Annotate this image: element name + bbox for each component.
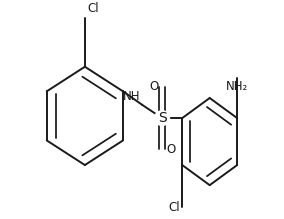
Text: O: O [167,143,176,156]
Text: O: O [149,80,158,93]
Text: NH₂: NH₂ [226,80,248,93]
Text: NH: NH [122,90,140,102]
Circle shape [155,111,170,125]
Text: Cl: Cl [87,2,99,16]
Text: Cl: Cl [168,201,180,214]
Text: S: S [158,111,166,125]
